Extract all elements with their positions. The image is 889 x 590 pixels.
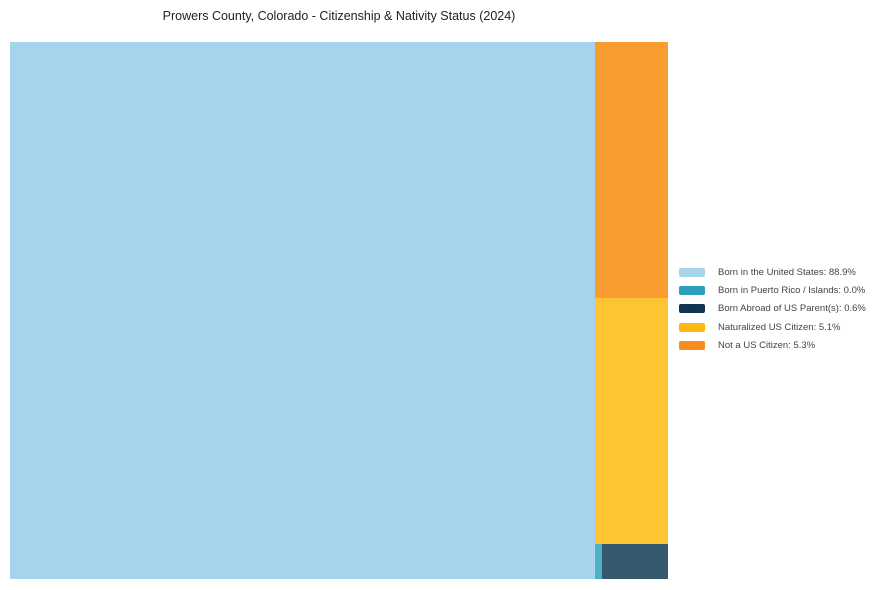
legend-swatch-born-abroad-of-us-parent-s <box>679 304 705 314</box>
legend-item-born-in-puerto-rico-islands[interactable]: Born in Puerto Rico / Islands: 0.0% <box>679 281 866 299</box>
legend-label: Not a US Citizen: 5.3% <box>718 339 816 351</box>
legend-item-not-a-us-citizen[interactable]: Not a US Citizen: 5.3% <box>679 336 866 354</box>
treemap-tile-not-a-us-citizen[interactable] <box>595 42 668 298</box>
treemap-tile-born-in-the-united-states[interactable] <box>10 42 595 579</box>
legend-label: Born in the United States: 88.9% <box>718 266 856 278</box>
legend-item-naturalized-us-citizen[interactable]: Naturalized US Citizen: 5.1% <box>679 318 866 336</box>
legend-item-born-in-the-united-states[interactable]: Born in the United States: 88.9% <box>679 263 866 281</box>
legend-label: Naturalized US Citizen: 5.1% <box>718 321 841 333</box>
legend-swatch-not-a-us-citizen <box>679 340 705 350</box>
treemap-plot <box>10 42 668 579</box>
treemap-tile-born-in-puerto-rico-islands[interactable] <box>595 544 602 579</box>
legend-label: Born Abroad of US Parent(s): 0.6% <box>718 303 866 315</box>
legend-swatch-naturalized-us-citizen <box>679 322 705 332</box>
treemap-tile-naturalized-us-citizen[interactable] <box>595 298 668 544</box>
chart-title: Prowers County, Colorado - Citizenship &… <box>162 9 516 23</box>
legend-item-born-abroad-of-us-parent-s[interactable]: Born Abroad of US Parent(s): 0.6% <box>679 300 866 318</box>
treemap-tile-born-abroad-of-us-parent-s[interactable] <box>602 544 668 579</box>
legend: Born in the United States: 88.9% Born in … <box>679 263 866 354</box>
legend-swatch-born-in-puerto-rico-islands <box>679 285 705 295</box>
legend-swatch-born-in-the-united-states <box>679 267 705 277</box>
legend-label: Born in Puerto Rico / Islands: 0.0% <box>718 284 866 296</box>
